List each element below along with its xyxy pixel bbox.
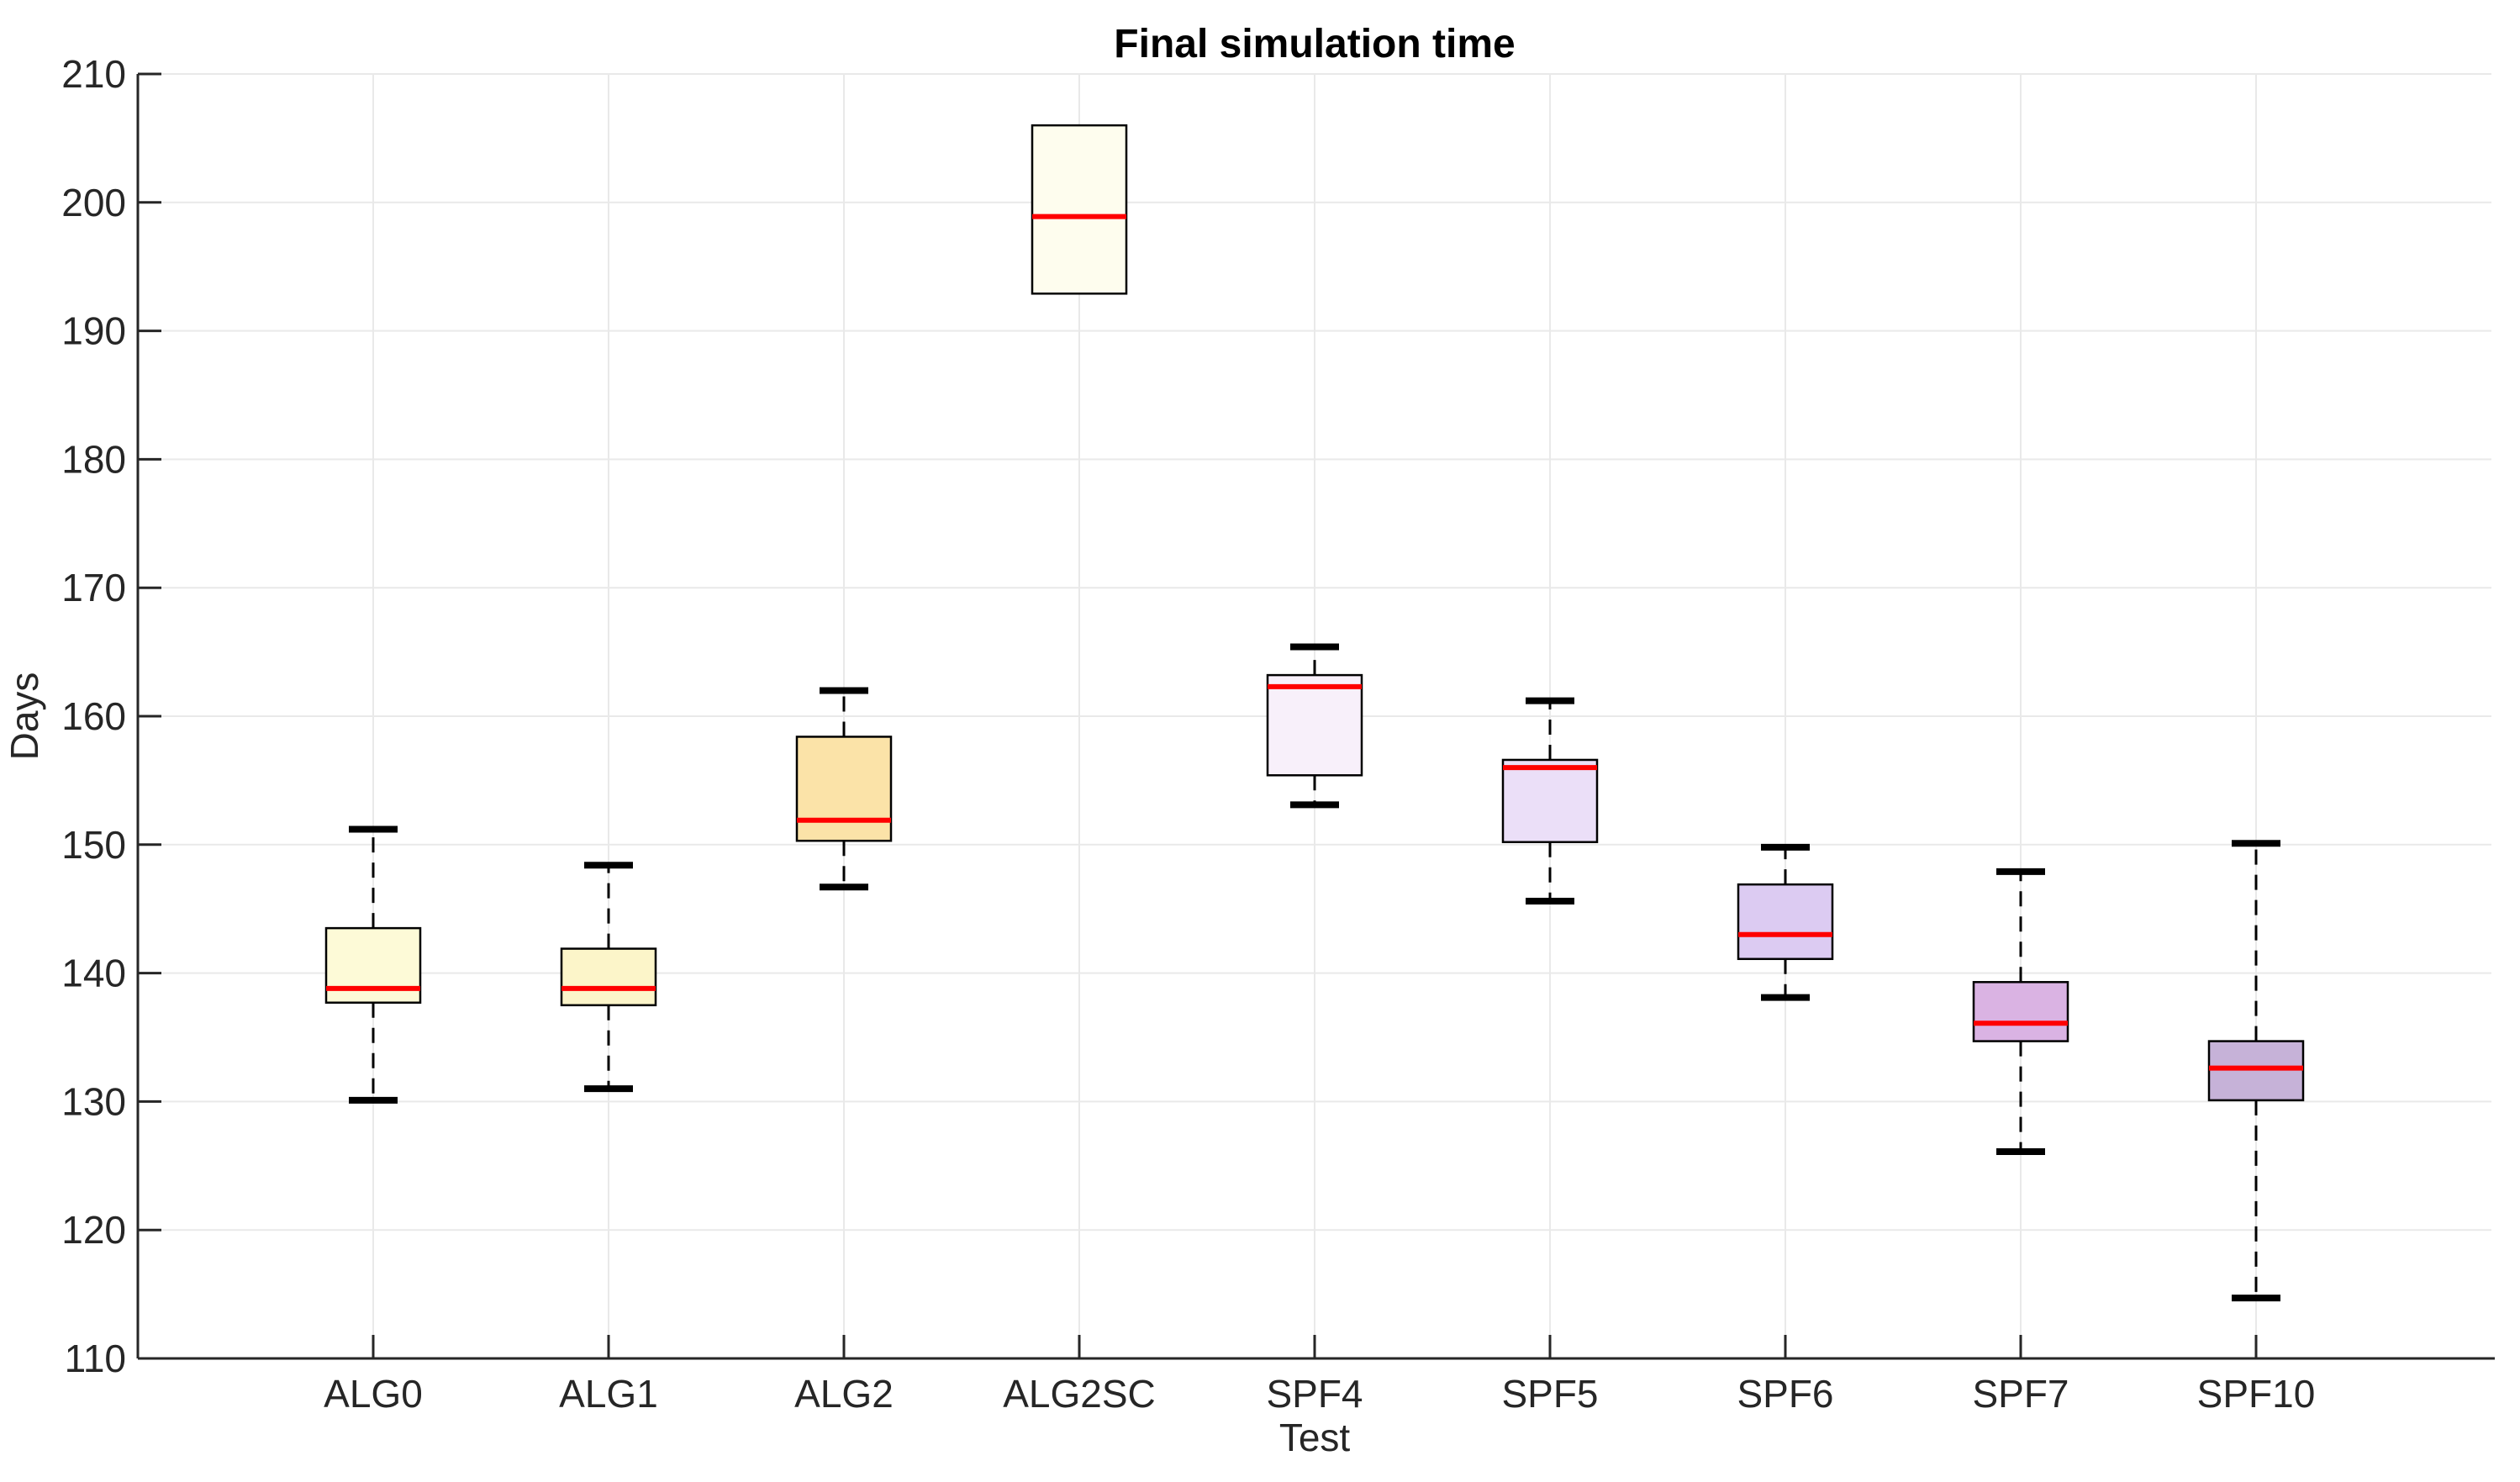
x-tick-label: SPF6	[1737, 1372, 1833, 1416]
y-tick-label: 110	[65, 1337, 126, 1380]
y-tick-label: 140	[61, 952, 126, 995]
x-tick-label: ALG2SC	[1003, 1372, 1156, 1416]
y-tick-label: 190	[61, 309, 126, 353]
box-SPF7	[1972, 981, 2069, 1042]
box-SPF6	[1737, 883, 1834, 961]
box-SPF5	[1501, 758, 1599, 843]
y-tick-label: 150	[61, 823, 126, 867]
y-tick-label: 210	[61, 52, 126, 96]
box-SPF10	[2207, 1040, 2305, 1102]
x-tick-label: SPF10	[2197, 1372, 2316, 1416]
box-ALG1	[560, 947, 657, 1007]
box-ALG0	[324, 926, 422, 1004]
x-tick-label: SPF4	[1266, 1372, 1363, 1416]
y-tick-label: 200	[61, 181, 126, 224]
y-tick-label: 180	[61, 437, 126, 481]
x-axis-label: Test	[1279, 1416, 1351, 1459]
x-tick-label: ALG0	[324, 1372, 423, 1416]
chart-title: Final simulation time	[1114, 22, 1515, 66]
y-tick-label: 120	[61, 1208, 126, 1252]
box-ALG2	[795, 736, 893, 842]
y-tick-label: 160	[61, 694, 126, 738]
box-ALG2SC	[1031, 124, 1128, 295]
x-tick-label: SPF7	[1972, 1372, 2069, 1416]
x-tick-label: ALG1	[559, 1372, 658, 1416]
y-axis-label: Days	[3, 672, 46, 761]
x-tick-label: SPF5	[1501, 1372, 1598, 1416]
x-tick-label: ALG2	[794, 1372, 894, 1416]
y-tick-label: 130	[61, 1079, 126, 1123]
y-tick-label: 170	[61, 566, 126, 609]
box-SPF4	[1266, 673, 1363, 777]
